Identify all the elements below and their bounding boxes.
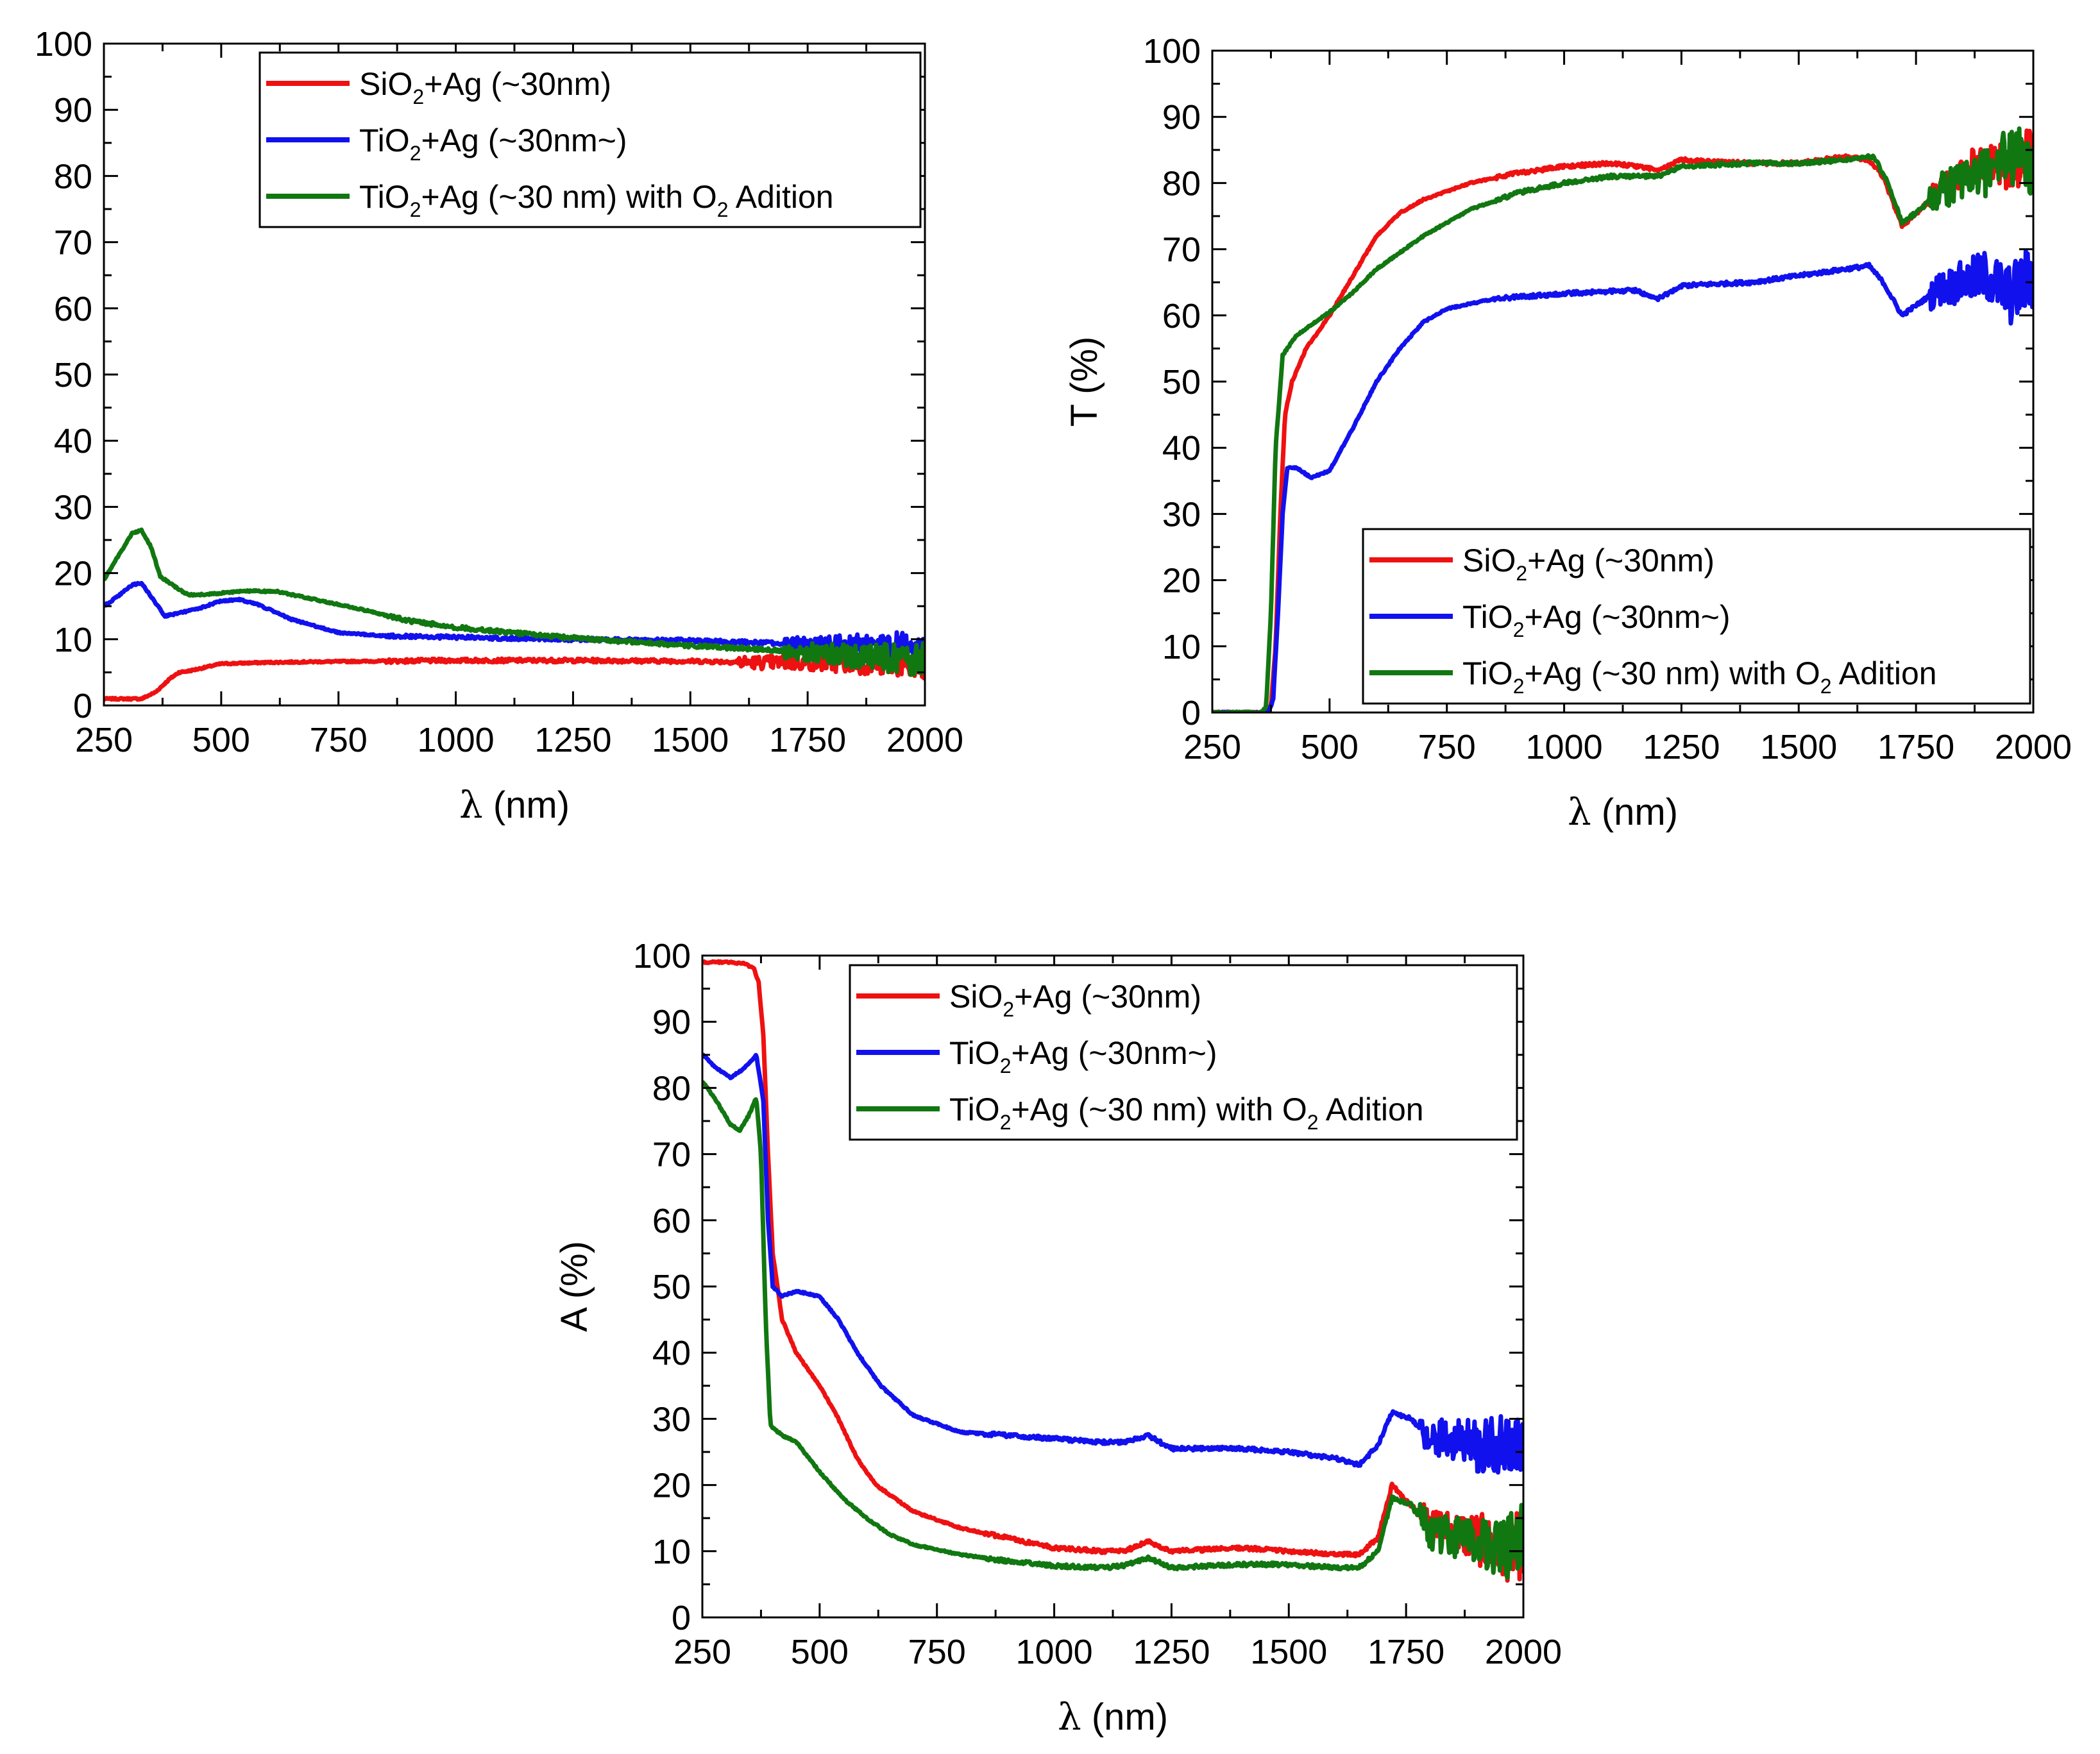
y-tick-label: 60 <box>54 290 92 328</box>
y-tick-label: 30 <box>54 488 92 527</box>
x-tick-label: 1750 <box>1877 728 1954 766</box>
x-axis-title: λ (nm) <box>1058 1695 1168 1739</box>
legend-label: SiO2+Ag (~30nm) <box>1462 543 1715 585</box>
x-tick-label: 1250 <box>534 721 611 759</box>
x-tick-label: 1000 <box>1016 1633 1093 1671</box>
legend: SiO2+Ag (~30nm) TiO2+Ag (~30nm~) TiO2+Ag (… <box>258 51 922 228</box>
x-tick-label: 750 <box>908 1633 966 1671</box>
absorbance-chart: 250 500 750 1000 1250 1500 1750 2000 0 10 20 30 40 50… <box>554 937 1562 1739</box>
y-tick-label: 40 <box>54 422 92 460</box>
x-tick-label: 1750 <box>1368 1633 1444 1671</box>
reflectance-chart: 250 500 750 1000 1250 1500 1750 2000 0 10 20 30 40 50… <box>35 25 963 827</box>
y-tick-label: 60 <box>652 1202 691 1240</box>
legend-box <box>258 51 922 228</box>
x-tick-label: 1500 <box>1760 728 1837 766</box>
y-tick-label: 60 <box>1162 297 1201 335</box>
transmittance-chart: 250 500 750 1000 1250 1500 1750 2000 0 10 20 30 40 50… <box>1063 32 2072 834</box>
y-axis-title: T (%) <box>1063 337 1105 427</box>
y-tick-label: 10 <box>1162 628 1201 666</box>
legend: SiO2+Ag (~30nm) TiO2+Ag (~30nm~) TiO2+Ag (… <box>1362 528 2031 705</box>
x-axis-symbol: λ <box>1058 1695 1081 1739</box>
x-tick-label: 250 <box>673 1633 731 1671</box>
x-axis-title: λ (nm) <box>1568 790 1678 834</box>
x-tick-label: 2000 <box>1485 1633 1562 1671</box>
x-tick-label: 2000 <box>886 721 963 759</box>
legend-label: SiO2+Ag (~30nm) <box>359 66 611 108</box>
y-tick-label: 90 <box>54 91 92 130</box>
y-tick-label: 70 <box>652 1136 691 1174</box>
series-group <box>104 527 925 702</box>
x-tick-label: 750 <box>310 721 368 759</box>
y-tick-label: 10 <box>54 621 92 659</box>
x-tick-label: 250 <box>75 721 133 759</box>
y-tick-label: 20 <box>1162 562 1201 600</box>
y-tick-label: 0 <box>672 1599 691 1637</box>
y-tick-label: 90 <box>652 1003 691 1041</box>
y-tick-label: 50 <box>54 356 92 394</box>
y-tick-label: 30 <box>1162 495 1201 534</box>
y-tick-label: 20 <box>54 555 92 593</box>
x-axis-title: λ (nm) <box>459 783 570 827</box>
y-tick-label: 0 <box>73 687 92 725</box>
x-tick-label: 1000 <box>418 721 495 759</box>
legend-label: SiO2+Ag (~30nm) <box>949 979 1201 1021</box>
legend-label: TiO2+Ag (~30 nm) with O2 Adition <box>1462 655 1937 698</box>
legend-label: TiO2+Ag (~30nm~) <box>359 122 627 165</box>
legend: SiO2+Ag (~30nm) TiO2+Ag (~30nm~) TiO2+Ag (… <box>849 964 1518 1141</box>
y-tick-label: 70 <box>1162 231 1201 269</box>
y-tick-label: 40 <box>652 1334 691 1372</box>
y-tick-label: 40 <box>1162 429 1201 468</box>
series-line-tio2-o2 <box>702 1080 1523 1580</box>
x-tick-label: 750 <box>1418 728 1476 766</box>
x-axis-unit: (nm) <box>1591 791 1678 833</box>
x-tick-label: 1750 <box>769 721 846 759</box>
x-tick-label: 1250 <box>1643 728 1720 766</box>
y-tick-label: 100 <box>35 25 92 63</box>
x-tick-label: 250 <box>1183 728 1241 766</box>
legend-box <box>1362 528 2031 705</box>
y-tick-label: 10 <box>652 1533 691 1571</box>
series-line-sio2 <box>104 653 925 702</box>
y-axis-title: A (%) <box>554 1241 595 1332</box>
x-tick-label: 500 <box>791 1633 849 1671</box>
y-tick-label: 20 <box>652 1467 691 1505</box>
y-tick-label: 50 <box>652 1268 691 1306</box>
x-tick-label: 500 <box>192 721 250 759</box>
series-line-tio2 <box>1212 249 2033 713</box>
y-tick-label: 90 <box>1162 98 1201 137</box>
x-axis-unit: (nm) <box>483 784 570 826</box>
x-axis-unit: (nm) <box>1081 1696 1168 1738</box>
series-group <box>702 959 1523 1583</box>
legend-label: TiO2+Ag (~30 nm) with O2 Adition <box>359 179 834 221</box>
x-tick-label: 500 <box>1301 728 1359 766</box>
series-line-tio2 <box>702 1052 1523 1475</box>
x-axis-symbol: λ <box>459 783 483 827</box>
x-tick-label: 1500 <box>652 721 729 759</box>
series-group <box>1212 126 2033 713</box>
y-tick-label: 30 <box>652 1400 691 1438</box>
y-tick-label: 100 <box>633 937 691 975</box>
x-tick-label: 1250 <box>1133 1633 1210 1671</box>
y-tick-label: 80 <box>1162 164 1201 203</box>
series-line-tio2-o2 <box>1212 126 2033 713</box>
legend-label: TiO2+Ag (~30 nm) with O2 Adition <box>949 1092 1424 1134</box>
x-tick-label: 1000 <box>1526 728 1603 766</box>
y-tick-label: 70 <box>54 224 92 262</box>
x-tick-label: 1500 <box>1250 1633 1327 1671</box>
legend-label: TiO2+Ag (~30nm~) <box>1462 599 1731 641</box>
y-tick-label: 80 <box>54 157 92 196</box>
y-tick-label: 100 <box>1143 32 1201 71</box>
x-axis-symbol: λ <box>1568 790 1591 834</box>
x-tick-label: 2000 <box>1995 728 2072 766</box>
y-tick-label: 80 <box>652 1069 691 1108</box>
series-line-tio2-o2 <box>104 527 925 677</box>
legend-label: TiO2+Ag (~30nm~) <box>949 1035 1217 1077</box>
series-line-sio2 <box>702 959 1523 1583</box>
y-tick-label: 50 <box>1162 363 1201 401</box>
legend-box <box>849 964 1518 1141</box>
y-tick-label: 0 <box>1181 694 1201 732</box>
